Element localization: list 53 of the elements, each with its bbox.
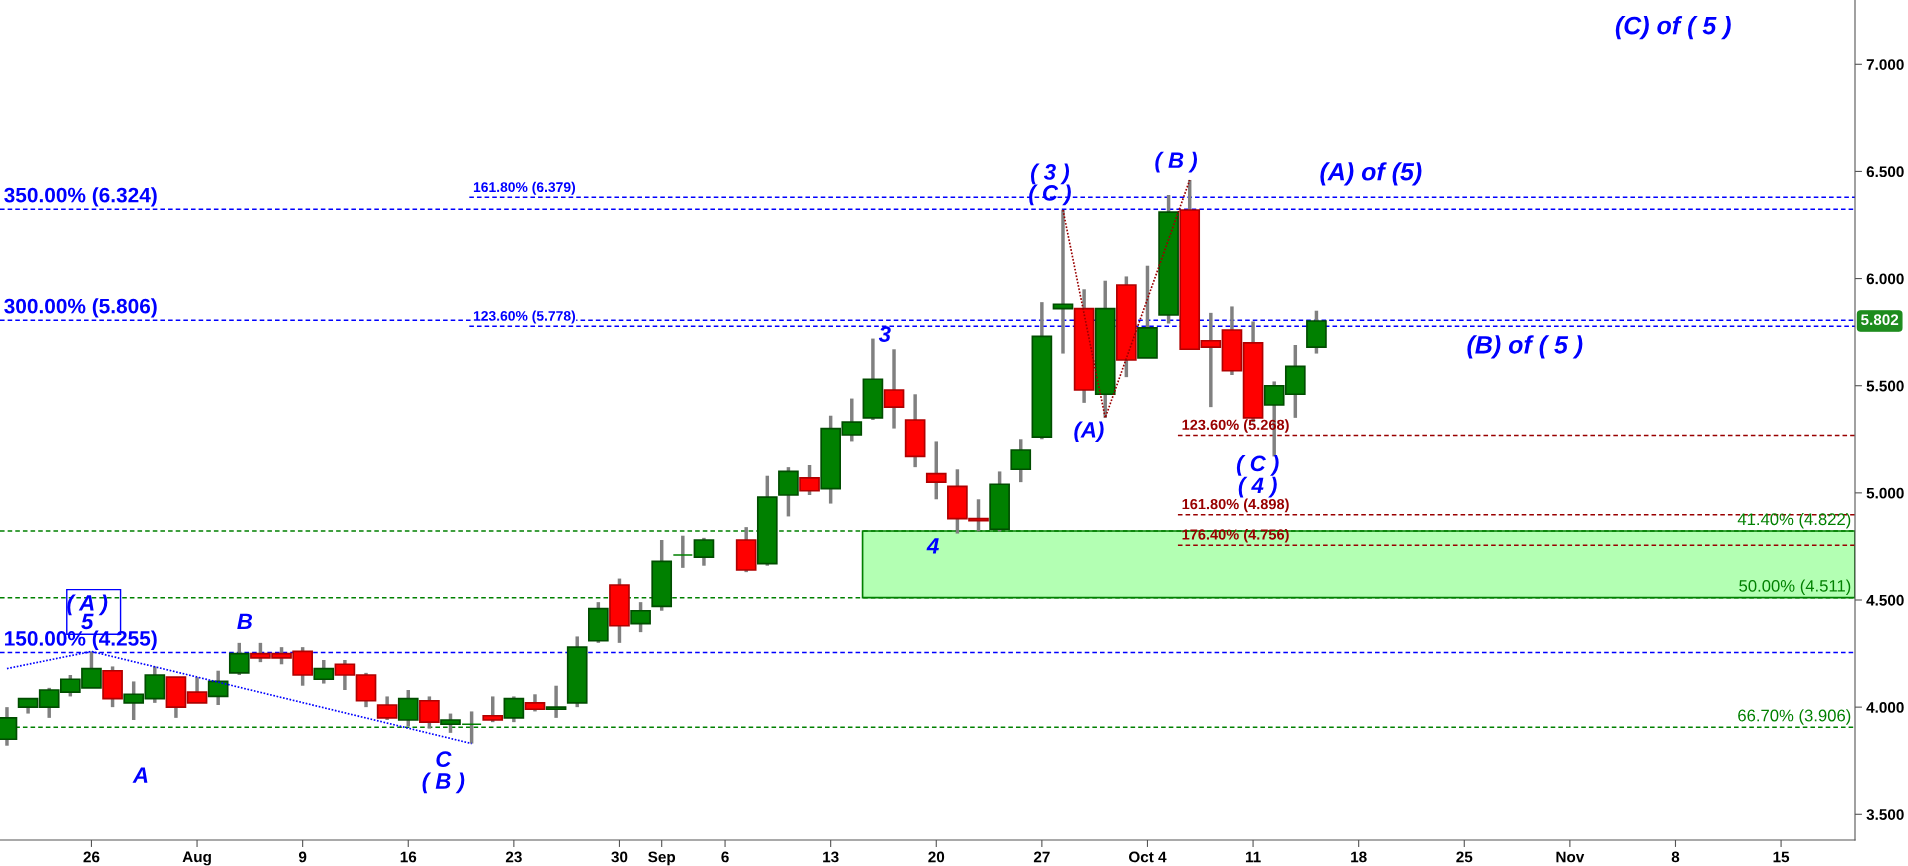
y-tick-label: 7.000 — [1866, 59, 1904, 70]
x-tick-label: 15 — [1773, 851, 1790, 863]
y-tick-label: 5.500 — [1866, 380, 1904, 392]
ref-line-label: 41.40% (4.822) — [1737, 512, 1851, 529]
y-tick-label: 3.500 — [1866, 809, 1904, 820]
ref-line-label: 123.60% (5.268) — [1182, 419, 1289, 433]
x-tick-label: 23 — [505, 851, 522, 863]
x-tick-label: 25 — [1456, 851, 1473, 863]
x-tick-label: Oct 4 — [1128, 851, 1167, 863]
y-tick-label: 6.000 — [1866, 273, 1904, 285]
x-tick-label: Aug — [182, 851, 211, 866]
x-tick-label: 6 — [721, 851, 729, 863]
text: 5.802 — [1861, 314, 1899, 326]
annotation: 4 — [926, 538, 939, 554]
annotation: ( C ) — [1029, 184, 1071, 206]
x-tick-label: 20 — [928, 851, 945, 863]
ref-line-label: 50.00% (4.511) — [1739, 579, 1851, 596]
annotation: ( C ) — [1236, 455, 1279, 476]
ref-line-label: 300.00% (5.806) — [4, 298, 157, 318]
y-tick-label: 6.500 — [1866, 166, 1904, 178]
annotation: (C) of ( 5 ) — [1615, 16, 1731, 40]
annotation: 3 — [878, 326, 891, 342]
annotation: ( B ) — [1155, 151, 1198, 173]
ref-line-label: 161.80% (6.379) — [473, 181, 576, 195]
annotation: ( 3 ) — [1030, 163, 1070, 185]
x-tick-label: 9 — [298, 851, 307, 863]
y-tick-label: 5.000 — [1866, 487, 1904, 499]
x-tick-label: 13 — [823, 851, 839, 863]
annotation: (B) of ( 5 ) — [1467, 335, 1583, 359]
x-tick-label: 18 — [1351, 851, 1367, 863]
y-tick-label: 4.000 — [1866, 702, 1904, 713]
x-tick-label: Sep — [648, 851, 676, 866]
annotation: ( 4 ) — [1238, 476, 1277, 498]
annotation: ( B ) — [422, 772, 465, 794]
x-tick-label: 26 — [83, 851, 100, 863]
ref-line-label: 123.60% (5.778) — [473, 310, 576, 324]
x-tick-label: Nov — [1556, 851, 1585, 863]
y-tick-label: 4.500 — [1866, 594, 1904, 606]
x-tick-label: 8 — [1671, 851, 1680, 863]
ref-line-label: 66.70% (3.906) — [1738, 709, 1851, 725]
ref-line-label: 161.80% (4.898) — [1182, 498, 1289, 513]
annotation: C — [436, 751, 452, 768]
x-tick-label: 11 — [1245, 851, 1261, 863]
ref-line-label: 350.00% (6.324) — [4, 187, 157, 207]
annotation: (A) — [1074, 421, 1104, 443]
annotation: B — [237, 613, 253, 630]
x-tick-label: 27 — [1033, 851, 1050, 863]
ref-line-label: 176.40% (4.756) — [1182, 528, 1289, 543]
x-tick-label: 30 — [611, 851, 628, 863]
x-tick-label: 16 — [400, 851, 417, 863]
annotation: A — [132, 767, 148, 783]
ref-line-label: 150.00% (4.255) — [5, 630, 157, 650]
annotation: (A) of (5) — [1320, 162, 1422, 186]
